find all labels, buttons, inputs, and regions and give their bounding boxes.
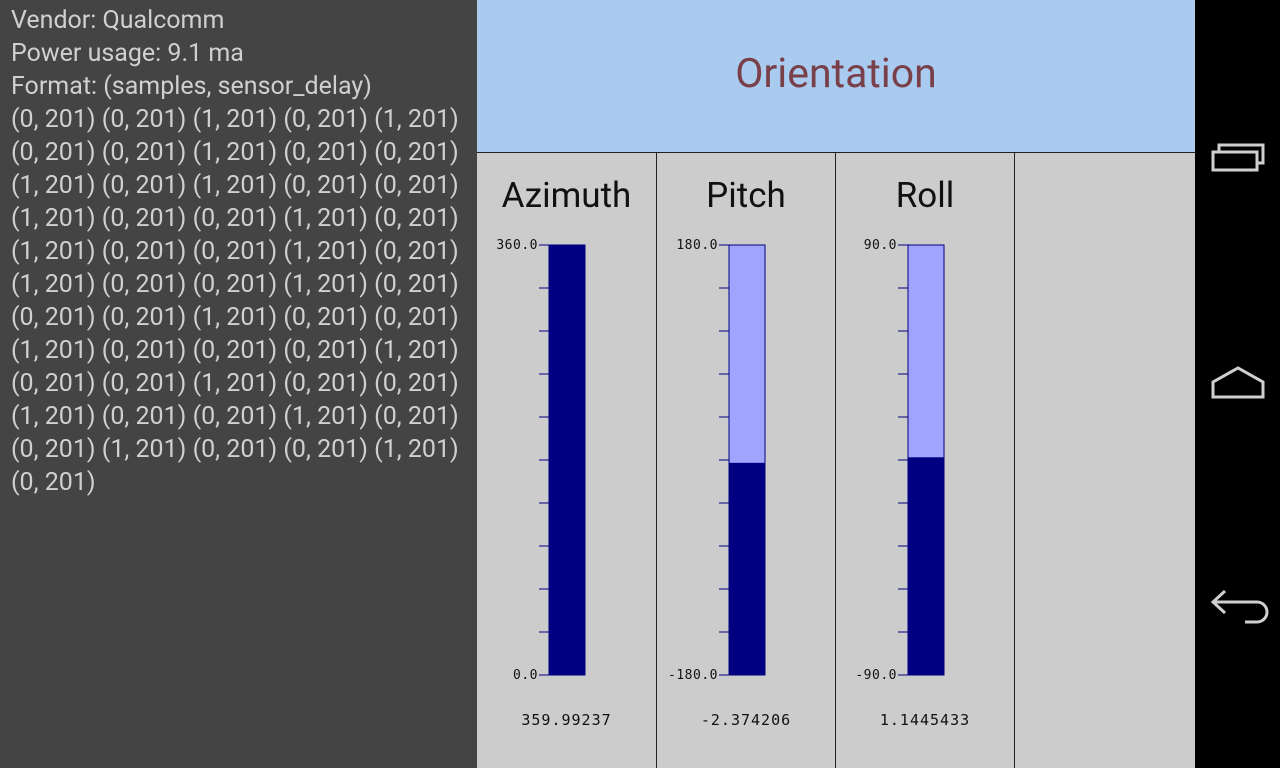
pitch-gauge: 180.0 -180.0: [668, 238, 766, 683]
roll-column: Roll 90.0 -90.0 1.1445433: [836, 153, 1015, 768]
vendor-line: Vendor: Qualcomm: [11, 6, 225, 35]
roll-max-label: 90.0: [864, 238, 897, 253]
page-title: Orientation: [735, 50, 937, 98]
empty-column: [1015, 153, 1195, 768]
azimuth-label: Azimuth: [501, 175, 632, 216]
pitch-label: Pitch: [706, 175, 786, 216]
roll-value: 1.1445433: [879, 711, 971, 729]
orientation-view: Orientation Azimuth 360.0 0.0 359.99237 P…: [477, 0, 1195, 768]
navigation-bar: [1195, 0, 1280, 768]
sensor-info-panel: Vendor: Qualcomm Power usage: 9.1 ma For…: [0, 0, 477, 768]
azimuth-value: 359.99237: [521, 711, 612, 729]
pitch-max-label: 180.0: [676, 238, 718, 253]
format-line: Format: (samples, sensor_delay): [11, 72, 372, 101]
power-usage-line: Power usage: 9.1 ma: [11, 39, 244, 68]
azimuth-gauge-fill: [549, 245, 585, 675]
azimuth-max-label: 360.0: [496, 238, 538, 253]
sensor-info-text: Vendor: Qualcomm Power usage: 9.1 ma For…: [11, 4, 461, 499]
home-icon[interactable]: [1205, 352, 1271, 412]
azimuth-min-label: 0.0: [513, 668, 538, 683]
roll-label: Roll: [895, 175, 955, 216]
back-icon[interactable]: [1205, 575, 1271, 635]
pitch-min-label: -180.0: [668, 668, 718, 683]
orientation-header: Orientation: [477, 0, 1195, 153]
recent-apps-icon[interactable]: [1205, 130, 1271, 190]
roll-gauge-fill: [908, 457, 944, 675]
azimuth-gauge: 360.0 0.0: [496, 238, 586, 683]
pitch-value: -2.374206: [700, 711, 792, 729]
azimuth-column: Azimuth 360.0 0.0 359.99237: [477, 153, 657, 768]
roll-min-label: -90.0: [855, 668, 897, 683]
pitch-gauge-fill: [729, 462, 765, 675]
samples-text: (0, 201) (0, 201) (1, 201) (0, 201) (1, …: [11, 105, 459, 497]
roll-gauge: 90.0 -90.0: [855, 238, 945, 683]
pitch-column: Pitch 180.0 -180.0 -2.374206: [657, 153, 836, 768]
